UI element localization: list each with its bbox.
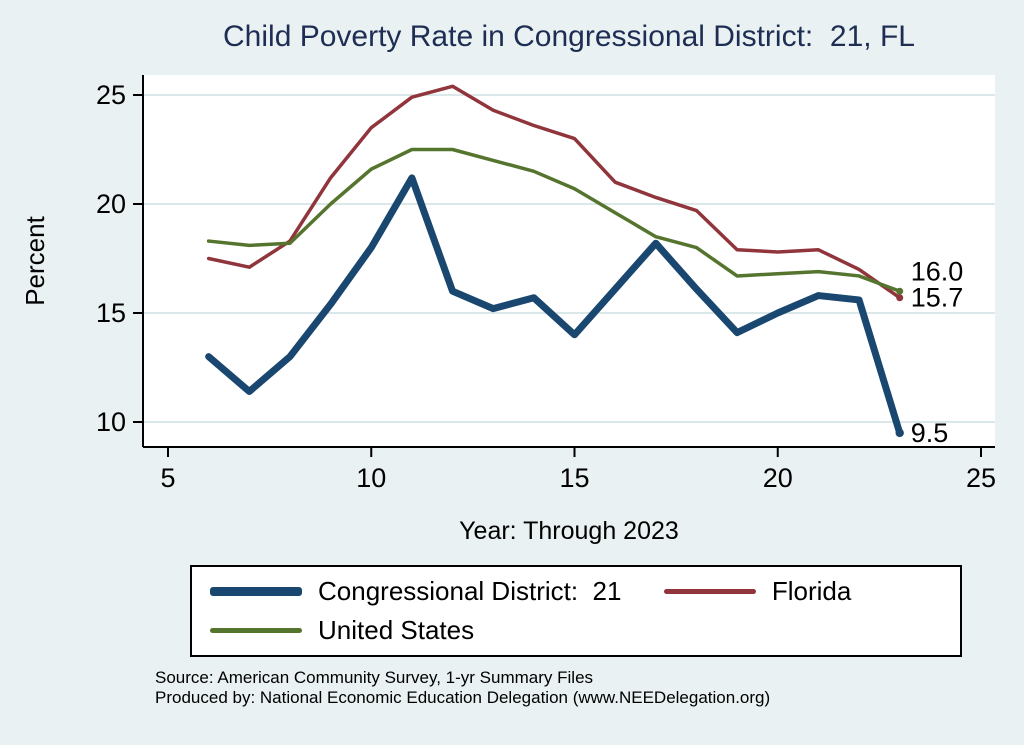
- y-tick-label: 25: [96, 80, 126, 110]
- legend-swatch-district: [210, 587, 302, 596]
- x-tick-label: 5: [160, 463, 175, 493]
- x-tick-label: 15: [559, 463, 589, 493]
- series-line-1: [206, 84, 902, 300]
- y-tick-label: 15: [96, 298, 126, 328]
- legend-label-florida: Florida: [771, 576, 852, 606]
- chart-svg: 10 15 20 25 5 10 15 20 25 Percent Year: Through 20…: [20, 75, 996, 545]
- legend-label-united-states: United States: [318, 615, 475, 645]
- x-tick-label: 10: [356, 463, 386, 493]
- produced-by-line: Produced by: National Economic Education…: [155, 688, 771, 707]
- series-line-0: [205, 174, 904, 437]
- legend-label-district: Congressional District: 21: [318, 576, 622, 606]
- source-line: Source: American Community Survey, 1-yr …: [155, 668, 594, 687]
- plot-area: [143, 75, 995, 447]
- legend: Congressional District: 21 Florida Unite…: [190, 565, 962, 657]
- y-tick-label: 10: [96, 407, 126, 437]
- end-label: 16.0: [911, 257, 964, 287]
- x-tick-label: 20: [763, 463, 793, 493]
- series-line-2: [206, 147, 902, 293]
- end-label: 15.7: [911, 283, 964, 313]
- legend-entry-united-states: United States: [210, 615, 664, 646]
- x-axis-title: Year: Through 2023: [459, 517, 679, 545]
- series-endpoint-1: [896, 294, 904, 302]
- series-endpoint-2: [896, 287, 904, 295]
- chart-title: Child Poverty Rate in Congressional Dist…: [223, 20, 915, 53]
- legend-swatch-united-states: [210, 628, 302, 633]
- source-notes: Source: American Community Survey, 1-yr …: [155, 668, 770, 708]
- y-tick-label: 20: [96, 189, 126, 219]
- end-label: 9.5: [911, 418, 949, 448]
- legend-entry-florida: Florida: [663, 576, 942, 607]
- legend-entry-district: Congressional District: 21: [210, 576, 664, 607]
- series-endpoint-0: [895, 428, 904, 438]
- x-tick-label: 25: [966, 463, 996, 493]
- legend-swatch-florida: [663, 589, 756, 594]
- y-axis-title: Percent: [20, 215, 50, 305]
